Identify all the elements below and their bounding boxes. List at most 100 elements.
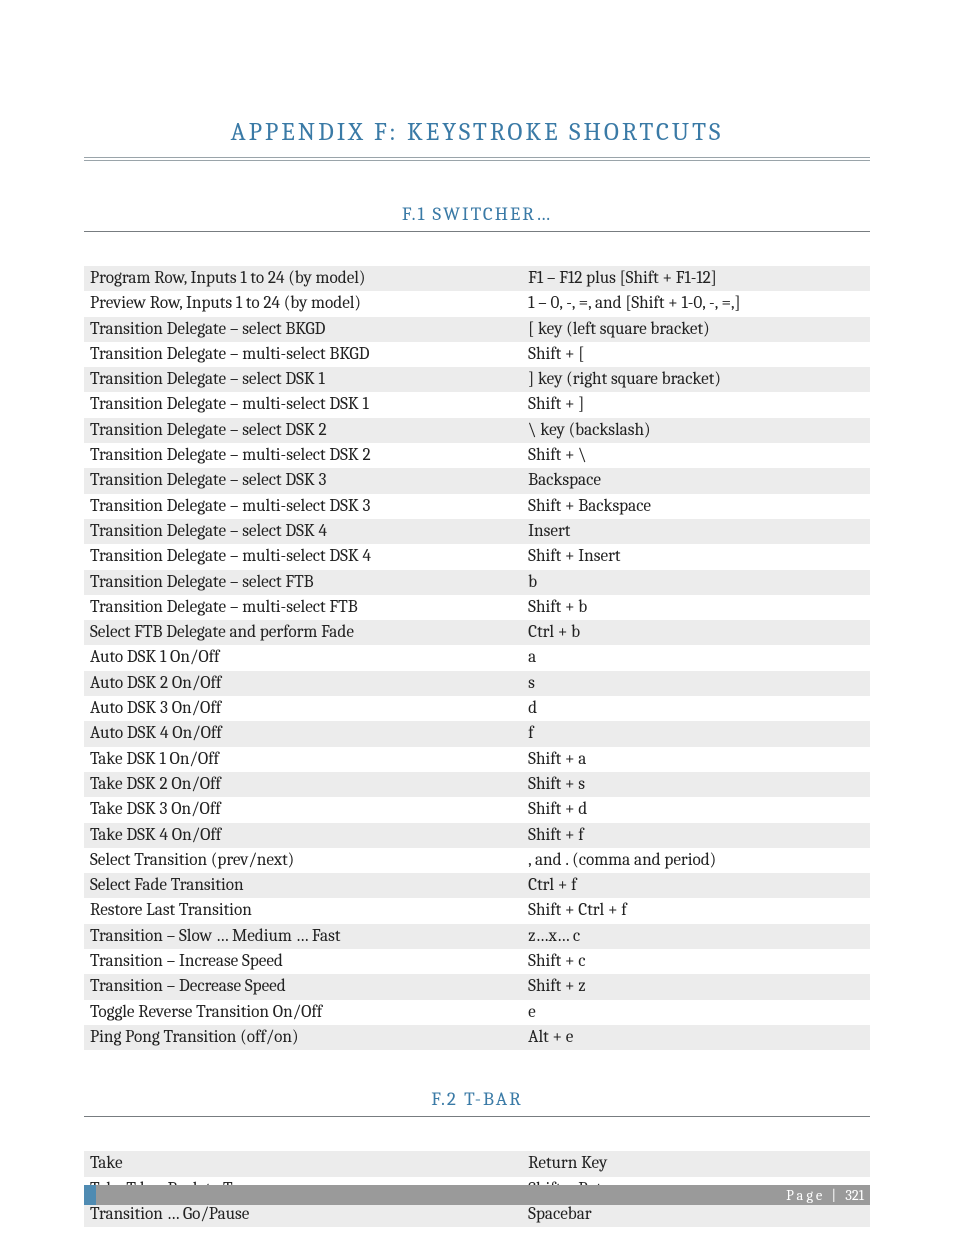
- action-cell: Transition Delegate – multi-select DSK 2: [84, 443, 524, 468]
- table-row: Transition Delegate – multi-select DSK 2…: [84, 443, 870, 468]
- key-cell: z…x… c: [524, 924, 870, 949]
- action-cell: Auto DSK 3 On/Off: [84, 696, 524, 721]
- table-row: Preview Row, Inputs 1 to 24 (by model)1 …: [84, 291, 870, 316]
- table-row: Transition Delegate – select DSK 4Insert: [84, 519, 870, 544]
- key-cell: Shift + a: [524, 747, 870, 772]
- section-rule: [84, 231, 870, 232]
- key-cell: Shift + b: [524, 595, 870, 620]
- key-cell: Alt + e: [524, 1025, 870, 1050]
- key-cell: 1 – 0, -, =, and [Shift + 1-0, -, =,]: [524, 291, 870, 316]
- action-cell: Ping Pong Transition (off/on): [84, 1025, 524, 1050]
- action-cell: Transition Delegate – select DSK 1: [84, 367, 524, 392]
- table-row: Transition Delegate – multi-select DSK 1…: [84, 392, 870, 417]
- key-cell: ] key (right square bracket): [524, 367, 870, 392]
- action-cell: Take DSK 4 On/Off: [84, 823, 524, 848]
- action-cell: Transition – Slow … Medium … Fast: [84, 924, 524, 949]
- key-cell: Shift + \: [524, 443, 870, 468]
- action-cell: Transition Delegate – multi-select DSK 3: [84, 494, 524, 519]
- key-cell: Shift + ]: [524, 392, 870, 417]
- action-cell: Auto DSK 2 On/Off: [84, 671, 524, 696]
- key-cell: Shift + s: [524, 772, 870, 797]
- action-cell: Select Transition (prev/next): [84, 848, 524, 873]
- table-row: Transition … Go/PauseSpacebar: [84, 1202, 870, 1227]
- key-cell: Ctrl + b: [524, 620, 870, 645]
- table-row: Transition – Decrease SpeedShift + z: [84, 974, 870, 999]
- table-row: Transition Delegate – select DSK 3Backsp…: [84, 468, 870, 493]
- table-row: Transition Delegate – multi-select BKGDS…: [84, 342, 870, 367]
- table-row: Auto DSK 1 On/Offa: [84, 645, 870, 670]
- page-title: APPENDIX F: KEYSTROKE SHORTCUTS: [84, 118, 870, 147]
- key-cell: a: [524, 645, 870, 670]
- key-cell: Spacebar: [524, 1202, 870, 1227]
- page-footer: Page | 321: [84, 1185, 870, 1205]
- key-cell: Shift + d: [524, 797, 870, 822]
- key-cell: s: [524, 671, 870, 696]
- document-page: APPENDIX F: KEYSTROKE SHORTCUTS F.1 SWIT…: [0, 0, 954, 1235]
- key-cell: e: [524, 1000, 870, 1025]
- key-cell: F1 – F12 plus [Shift + F1-12]: [524, 266, 870, 291]
- key-cell: , and . (comma and period): [524, 848, 870, 873]
- key-cell: [ key (left square bracket): [524, 317, 870, 342]
- action-cell: Transition Delegate – multi-select FTB: [84, 595, 524, 620]
- key-cell: Shift + Backspace: [524, 494, 870, 519]
- action-cell: Auto DSK 1 On/Off: [84, 645, 524, 670]
- table-row: Ping Pong Transition (off/on)Alt + e: [84, 1025, 870, 1050]
- footer-text: Page | 321: [786, 1187, 870, 1204]
- action-cell: Transition … Go/Pause: [84, 1202, 524, 1227]
- key-cell: Return Key: [524, 1151, 870, 1176]
- table-row: Transition Delegate – select DSK 2\ key …: [84, 418, 870, 443]
- action-cell: Toggle Reverse Transition On/Off: [84, 1000, 524, 1025]
- table-row: Transition – Slow … Medium … Fastz…x… c: [84, 924, 870, 949]
- table-row: Transition Delegate – multi-select DSK 4…: [84, 544, 870, 569]
- key-cell: Shift + Ctrl + f: [524, 898, 870, 923]
- action-cell: Transition Delegate – select DSK 3: [84, 468, 524, 493]
- action-cell: Program Row, Inputs 1 to 24 (by model): [84, 266, 524, 291]
- table-row: Transition Delegate – multi-select DSK 3…: [84, 494, 870, 519]
- section-rule: [84, 1116, 870, 1117]
- table-row: Auto DSK 3 On/Offd: [84, 696, 870, 721]
- key-cell: Backspace: [524, 468, 870, 493]
- action-cell: Take DSK 3 On/Off: [84, 797, 524, 822]
- table-row: Transition Delegate – select DSK 1] key …: [84, 367, 870, 392]
- section-heading-tbar: F.2 T-BAR: [84, 1088, 870, 1110]
- key-cell: \ key (backslash): [524, 418, 870, 443]
- key-cell: Ctrl + f: [524, 873, 870, 898]
- footer-accent: [84, 1185, 96, 1205]
- action-cell: Transition Delegate – select FTB: [84, 570, 524, 595]
- key-cell: f: [524, 721, 870, 746]
- key-cell: d: [524, 696, 870, 721]
- table-row: TakeReturn Key: [84, 1151, 870, 1176]
- table-row: Transition Delegate – select FTBb: [84, 570, 870, 595]
- table-row: Select FTB Delegate and perform FadeCtrl…: [84, 620, 870, 645]
- table-row: Select Fade TransitionCtrl + f: [84, 873, 870, 898]
- table-row: Transition – Increase SpeedShift + c: [84, 949, 870, 974]
- key-cell: Shift + c: [524, 949, 870, 974]
- key-cell: Insert: [524, 519, 870, 544]
- action-cell: Transition Delegate – multi-select BKGD: [84, 342, 524, 367]
- footer-label: Page: [786, 1187, 825, 1204]
- table-row: Restore Last TransitionShift + Ctrl + f: [84, 898, 870, 923]
- key-cell: Shift + f: [524, 823, 870, 848]
- shortcuts-table-switcher: Program Row, Inputs 1 to 24 (by model)F1…: [84, 266, 870, 1050]
- key-cell: Shift + z: [524, 974, 870, 999]
- action-cell: Transition Delegate – select DSK 2: [84, 418, 524, 443]
- action-cell: Transition Delegate – select DSK 4: [84, 519, 524, 544]
- action-cell: Select FTB Delegate and perform Fade: [84, 620, 524, 645]
- action-cell: Auto DSK 4 On/Off: [84, 721, 524, 746]
- key-cell: b: [524, 570, 870, 595]
- footer-sep: |: [825, 1187, 845, 1204]
- section-heading-switcher: F.1 SWITCHER…: [84, 203, 870, 225]
- action-cell: Take DSK 1 On/Off: [84, 747, 524, 772]
- table-row: Take DSK 3 On/OffShift + d: [84, 797, 870, 822]
- action-cell: Transition Delegate – select BKGD: [84, 317, 524, 342]
- action-cell: Take DSK 2 On/Off: [84, 772, 524, 797]
- action-cell: Transition Delegate – multi-select DSK 1: [84, 392, 524, 417]
- table-row: Select Transition (prev/next), and . (co…: [84, 848, 870, 873]
- action-cell: Transition – Increase Speed: [84, 949, 524, 974]
- table-row: Auto DSK 2 On/Offs: [84, 671, 870, 696]
- title-rule: [84, 157, 870, 161]
- table-row: Transition Delegate – multi-select FTBSh…: [84, 595, 870, 620]
- table-row: Transition Delegate – select BKGD[ key (…: [84, 317, 870, 342]
- table-row: Program Row, Inputs 1 to 24 (by model)F1…: [84, 266, 870, 291]
- table-row: Take DSK 2 On/OffShift + s: [84, 772, 870, 797]
